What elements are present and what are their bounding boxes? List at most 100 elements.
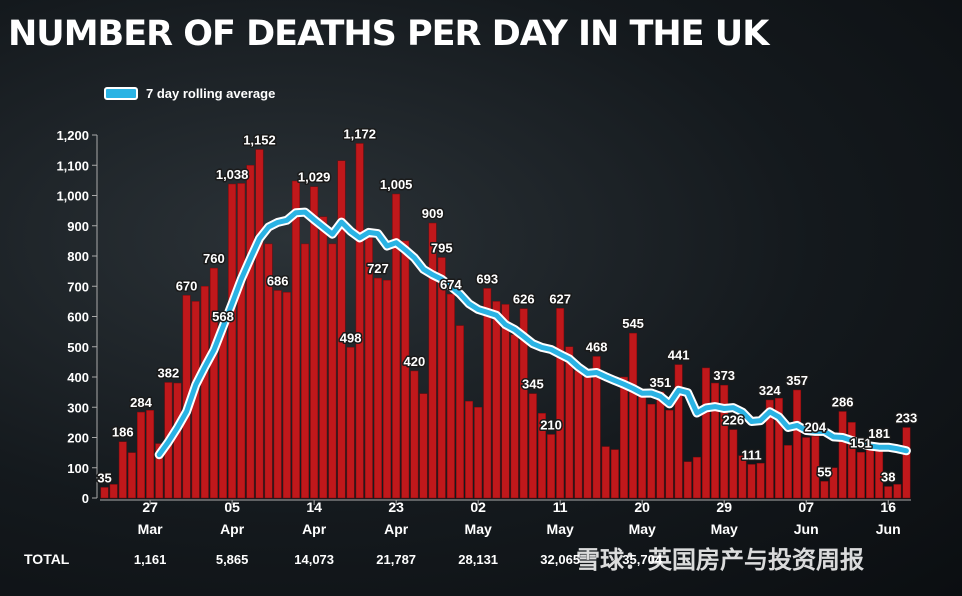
bar: [829, 467, 838, 499]
data-label: 627: [549, 291, 571, 306]
bar: [765, 399, 774, 499]
bar: [866, 449, 874, 499]
data-label: 441: [668, 348, 690, 363]
bar: [301, 243, 310, 499]
bar: [483, 288, 492, 499]
data-label: 568: [212, 309, 234, 324]
total-value: 1,161: [134, 552, 167, 567]
data-label: 1,172: [343, 126, 376, 141]
data-label: 382: [157, 365, 179, 380]
x-tick-day-label: 11: [553, 499, 568, 515]
bar: [200, 286, 209, 499]
data-label: 468: [586, 339, 608, 354]
data-label: 286: [832, 394, 854, 409]
bar: [902, 427, 911, 499]
data-label: 233: [896, 411, 918, 426]
bar: [738, 455, 747, 499]
y-tick-label: 1,100: [56, 158, 89, 173]
data-label: 324: [759, 383, 781, 398]
x-axis: 27 Mar 05 Apr 14 Apr 23 Apr 02 May 11 May 20 May 29 May…: [100, 499, 911, 537]
bar: [228, 183, 237, 499]
watermark-text: 雪球：英国房产与投资周报: [576, 546, 864, 574]
bar: [574, 370, 583, 499]
data-label: 626: [513, 292, 535, 307]
bar: [683, 461, 692, 499]
bar: [255, 149, 264, 499]
total-value: 28,131: [458, 552, 498, 567]
data-label: 795: [431, 241, 453, 256]
data-label: 38: [881, 470, 895, 485]
bar: [364, 237, 373, 499]
total-value: 14,073: [294, 552, 334, 567]
x-tick-month-label: Jun: [794, 521, 819, 537]
x-tick-month-label: May: [465, 521, 492, 537]
bar: [601, 446, 610, 499]
x-tick-day-label: 05: [224, 499, 240, 515]
total-value: 5,865: [216, 552, 249, 567]
x-tick-month-label: Apr: [220, 521, 245, 537]
bar: [619, 376, 628, 499]
x-tick-day-label: 27: [142, 499, 158, 515]
bar: [583, 376, 592, 499]
data-label: 210: [540, 417, 562, 432]
bar: [820, 481, 829, 499]
data-label: 674: [440, 277, 462, 292]
bar: [674, 364, 683, 499]
bar: [419, 393, 428, 499]
rolling-average-line: [156, 209, 909, 458]
bar: [173, 382, 182, 499]
bar: [219, 325, 228, 499]
bar: [474, 407, 483, 499]
bar: [802, 437, 811, 499]
bar: [209, 267, 218, 499]
bar: [720, 384, 729, 499]
bar: [592, 356, 601, 499]
total-value: 35,704: [622, 552, 663, 567]
bar: [665, 410, 674, 499]
data-label: 693: [476, 271, 498, 286]
rolling-average-series: [154, 207, 911, 460]
x-tick-month-label: Apr: [302, 521, 327, 537]
bar: [893, 484, 902, 499]
data-label: 181: [868, 426, 890, 441]
bar: [282, 292, 291, 499]
bar-series: [100, 143, 911, 499]
bar: [793, 389, 802, 499]
x-tick-day-label: 16: [880, 499, 896, 515]
x-tick-month-label: May: [711, 521, 738, 537]
data-label: 111: [741, 447, 761, 462]
x-tick-month-label: Jun: [876, 521, 901, 537]
bar: [528, 393, 537, 499]
data-label: 55: [817, 464, 831, 479]
bar: [455, 325, 464, 499]
x-tick-day-label: 23: [388, 499, 404, 515]
data-label: 345: [522, 377, 544, 392]
bar: [383, 279, 392, 499]
y-tick-label: 500: [67, 340, 89, 355]
bar: [774, 397, 783, 499]
bar: [355, 143, 364, 499]
y-tick-label: 700: [67, 279, 89, 294]
totals-row: TOTAL 1,161 5,865 14,073 21,787 28,131 32,065 3…: [24, 551, 663, 567]
x-tick-month-label: Apr: [384, 521, 409, 537]
data-label: 420: [404, 354, 426, 369]
data-label: 204: [804, 419, 826, 434]
data-label: 284: [130, 395, 152, 410]
bar: [319, 216, 328, 499]
bar: [237, 183, 246, 499]
legend: 7 day rolling average: [104, 86, 275, 101]
bar: [647, 403, 656, 499]
y-tick-label: 800: [67, 249, 89, 264]
bar: [501, 304, 510, 499]
bar: [291, 180, 300, 499]
bar: [692, 456, 701, 499]
data-label: 357: [786, 373, 808, 388]
data-label: 686: [267, 273, 289, 288]
bar: [346, 347, 355, 499]
bar: [446, 293, 455, 499]
bar: [729, 429, 738, 499]
data-label: 35: [97, 470, 111, 485]
y-tick-label: 0: [82, 491, 89, 506]
bar: [127, 452, 136, 499]
x-tick-month-label: May: [629, 521, 656, 537]
